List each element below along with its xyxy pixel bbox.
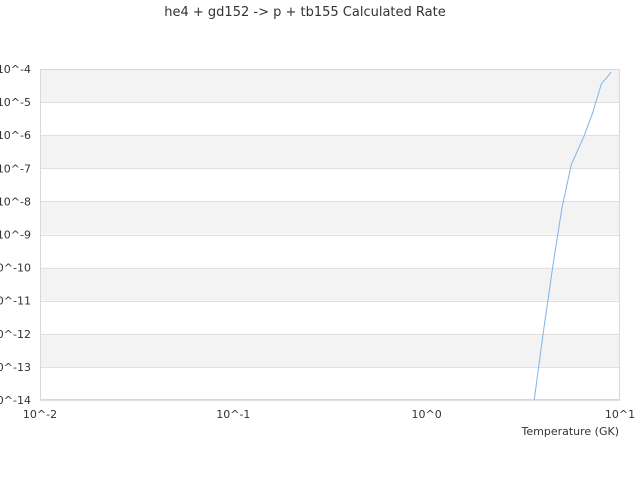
x-tick-label: 10^1 — [605, 408, 635, 421]
y-tick-label: 10^-14 — [0, 394, 31, 407]
grid-band — [40, 135, 620, 169]
series-group — [533, 71, 612, 401]
y-tick-label: 10^-8 — [0, 195, 31, 208]
y-tick-label: 10^-13 — [0, 361, 31, 374]
background-bands — [40, 69, 620, 367]
x-tick-label: 10^0 — [412, 408, 442, 421]
series-line — [533, 71, 612, 401]
grid-band — [40, 267, 620, 301]
y-tick-label: 10^-11 — [0, 295, 31, 308]
x-axis-ticks: 10^-2 10^-1 10^0 10^1 — [23, 408, 635, 421]
y-axis-ticks: 10^-4 10^-5 10^-6 10^-7 10^-8 10^-9 10^-10 10^-… — [0, 63, 31, 407]
y-tick-label: 10^-9 — [0, 229, 31, 242]
chart-title: he4 + gd152 -> p + tb155 Calculated Rate — [164, 5, 445, 20]
x-tick-label: 10^-2 — [23, 408, 57, 421]
y-tick-label: 10^-12 — [0, 328, 31, 341]
x-tick-label: 10^-1 — [216, 408, 250, 421]
y-tick-label: 10^-4 — [0, 63, 31, 76]
y-tick-label: 10^-7 — [0, 162, 31, 175]
x-axis-label: Temperature (GK) — [521, 425, 620, 438]
y-tick-label: 10^-5 — [0, 96, 31, 109]
grid-band — [40, 69, 620, 103]
plot-frame — [40, 69, 620, 400]
y-tick-label: 10^-6 — [0, 129, 31, 142]
grid-lines — [40, 69, 620, 401]
y-tick-label: 10^-10 — [0, 262, 31, 275]
grid-band — [40, 333, 620, 367]
grid-band — [40, 201, 620, 235]
